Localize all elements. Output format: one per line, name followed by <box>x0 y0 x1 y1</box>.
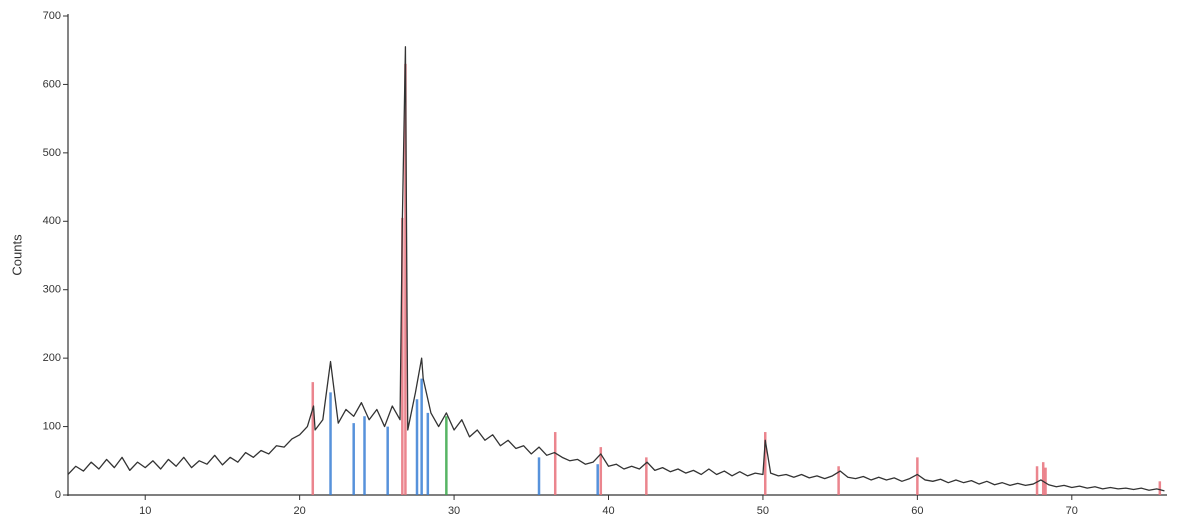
x-tick-label: 40 <box>602 505 614 517</box>
x-tick-label: 60 <box>911 505 923 517</box>
y-tick-label: 500 <box>43 147 61 159</box>
x-tick-label: 20 <box>294 505 306 517</box>
x-tick-label: 70 <box>1066 505 1078 517</box>
y-axis-label: Counts <box>9 234 24 276</box>
y-tick-label: 100 <box>43 420 61 432</box>
y-tick-label: 700 <box>43 10 61 22</box>
y-tick-label: 600 <box>43 78 61 90</box>
y-tick-label: 0 <box>55 489 61 501</box>
x-tick-label: 50 <box>757 505 769 517</box>
x-tick-label: 30 <box>448 505 460 517</box>
y-tick-label: 300 <box>43 284 61 296</box>
x-tick-label: 10 <box>139 505 151 517</box>
diffraction-pattern <box>67 46 1165 492</box>
y-tick-label: 200 <box>43 352 61 364</box>
y-tick-label: 400 <box>43 215 61 227</box>
